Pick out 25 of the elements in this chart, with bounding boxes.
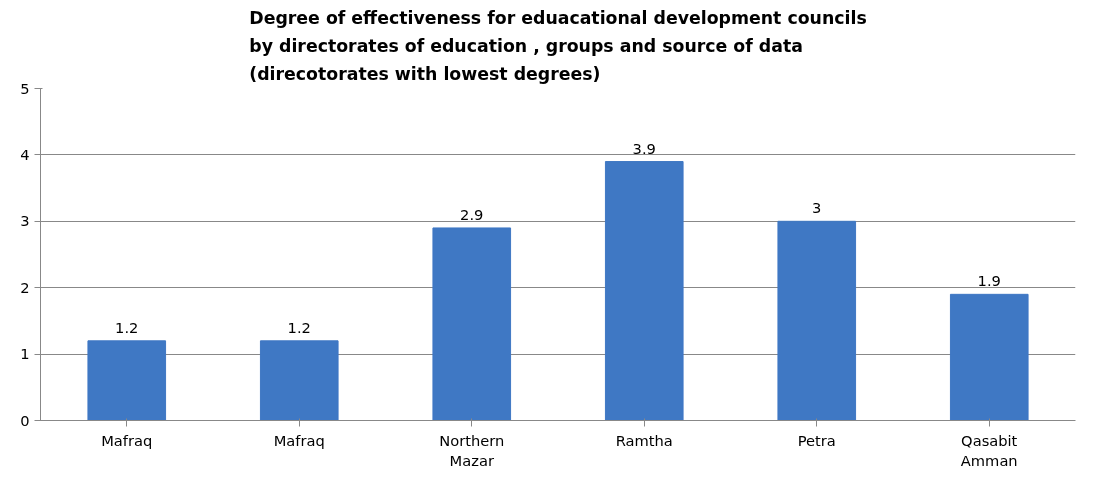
bar <box>777 220 857 421</box>
y-tick-label: 5 <box>20 79 30 97</box>
y-tick-label: 4 <box>20 145 30 163</box>
bar <box>604 161 684 421</box>
x-tick-label: Ramtha <box>615 431 673 449</box>
x-tick-label: Mafraq <box>101 431 153 449</box>
y-tick-label: 0 <box>20 411 30 429</box>
x-tick-label: Petra <box>797 431 836 449</box>
y-tick-label: 1 <box>20 345 30 363</box>
bar <box>949 293 1029 421</box>
data-label: 3.9 <box>632 139 656 157</box>
y-tick-label: 2 <box>20 278 30 296</box>
data-label: 2.9 <box>460 205 484 223</box>
data-label: 1.2 <box>115 318 139 336</box>
chart-title: Degree of effectiveness for eduacational development councils by directorates of education , groups and source of data (direcotorates with lowest degrees) <box>249 7 867 84</box>
data-label: 1.2 <box>287 318 311 336</box>
data-label: 3 <box>812 199 822 217</box>
x-tick-label: Mafraq <box>273 431 325 449</box>
data-label: 1.9 <box>977 272 1001 290</box>
bar <box>87 340 167 421</box>
x-tick-label: Qasabit Amman <box>960 431 1018 469</box>
bar <box>259 340 339 421</box>
bar <box>432 227 512 421</box>
y-tick-label: 3 <box>20 212 30 230</box>
x-tick-label: Northern Mazar <box>439 431 505 469</box>
